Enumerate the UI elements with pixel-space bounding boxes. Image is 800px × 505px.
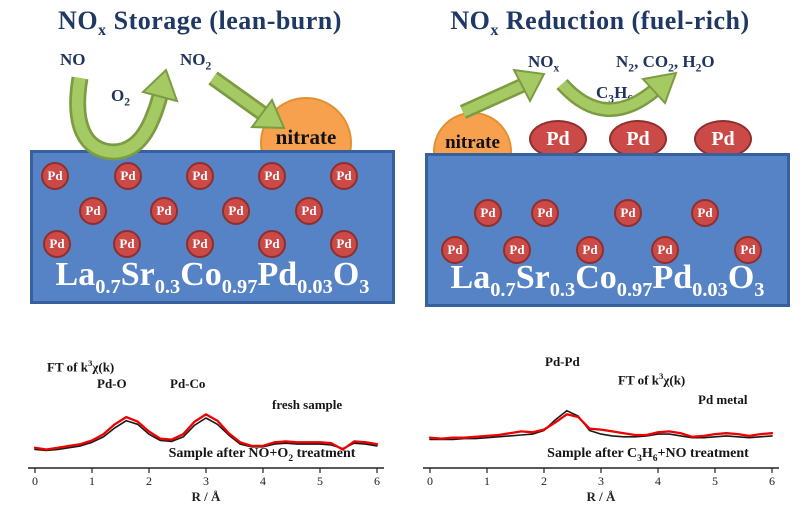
pd-dopant-particle: Pd	[734, 236, 762, 264]
peak-label-pd-o: Pd-O	[97, 376, 127, 391]
pd-dopant-particle: Pd	[113, 230, 141, 258]
x-axis-label: R / Å	[587, 489, 617, 504]
pd-dopant-particle: Pd	[441, 236, 469, 264]
x-tick: 0	[427, 474, 433, 488]
pd-dopant-particle: Pd	[531, 199, 559, 227]
pd-dopant-particle: Pd	[150, 197, 178, 225]
perovskite-formula: La0.7Sr0.3Co0.97Pd0.03O3	[55, 255, 370, 298]
reference-curve-label: Pd metal	[698, 392, 748, 407]
pd-dopant-particle: Pd	[186, 162, 214, 190]
pd-dopant-particle: Pd	[41, 162, 69, 190]
right-panel-title: NOx Reduction (fuel-rich)	[450, 6, 750, 40]
x-tick: 4	[260, 474, 266, 488]
pd-dopant-particle: Pd	[258, 162, 286, 190]
pd-dopant-particle: Pd	[295, 197, 323, 225]
peak-label-pd-co: Pd-Co	[170, 376, 206, 391]
pd-dopant-particle: Pd	[258, 230, 286, 258]
pd-dopant-particle: Pd	[114, 162, 142, 190]
pd-dopant-particle: Pd	[651, 236, 679, 264]
label-no-in: NO	[60, 50, 86, 69]
exafs-chart-rich: 0 1 2 3 4 5 6 R / Å	[423, 409, 779, 504]
x-tick: 0	[32, 474, 38, 488]
pd-dopant-particle: Pd	[614, 199, 642, 227]
label-nox-release: NOx	[528, 52, 560, 75]
peak-label-pd-pd: Pd-Pd	[545, 354, 580, 369]
x-tick: 5	[712, 474, 718, 488]
nitrate-label: nitrate	[445, 132, 500, 153]
x-tick: 1	[89, 474, 95, 488]
x-tick: 6	[374, 474, 380, 488]
perovskite-formula: La0.7Sr0.3Co0.97Pd0.03O3	[450, 258, 765, 301]
x-tick: 2	[541, 474, 547, 488]
exafs-weighting-label: FT of k3χ(k)	[47, 358, 115, 375]
surface-pd-particle: Pd	[529, 120, 587, 158]
no-adsorption-arrow	[69, 68, 179, 161]
sample-caption-lean: Sample after NO+O2 treatment	[168, 446, 356, 464]
pd-dopant-particle: Pd	[330, 162, 358, 190]
nitrate-label: nitrate	[275, 125, 337, 149]
treated-sample-curve	[428, 413, 774, 440]
pd-dopant-particle: Pd	[691, 199, 719, 227]
nitrate-decomposition-arrow	[459, 68, 546, 119]
surface-pd-particle: Pd	[694, 120, 752, 158]
fresh-sample-curve	[34, 417, 378, 452]
label-n2-co2-h2o: N2, CO2, H2O	[616, 52, 715, 75]
x-tick: 1	[484, 474, 490, 488]
x-tick: 5	[317, 474, 323, 488]
x-axis-label: R / Å	[192, 489, 222, 504]
pd-metal-reference-curve	[429, 409, 773, 441]
x-tick: 2	[146, 474, 152, 488]
perovskite-slab-right: La0.7Sr0.3Co0.97Pd0.03O3	[425, 153, 790, 307]
pd-dopant-particle: Pd	[503, 236, 531, 264]
treated-sample-curve	[33, 413, 379, 451]
label-c3h6: C3H6	[596, 83, 634, 106]
exafs-chart-lean: 0 1 2 3 4 5 6 R / Å	[28, 413, 384, 504]
pd-dopant-particle: Pd	[222, 197, 250, 225]
reference-curve-label: fresh sample	[272, 397, 343, 412]
exafs-weighting-label: FT of k3χ(k)	[618, 371, 686, 388]
sample-caption-rich: Sample after C3H6+NO treatment	[547, 446, 749, 464]
pd-dopant-particle: Pd	[330, 230, 358, 258]
x-tick: 3	[203, 474, 209, 488]
x-tick: 6	[769, 474, 775, 488]
label-o2: O2	[111, 86, 131, 109]
x-tick: 4	[655, 474, 661, 488]
pd-dopant-particle: Pd	[576, 236, 604, 264]
pd-dopant-particle: Pd	[79, 197, 107, 225]
pd-dopant-particle: Pd	[474, 199, 502, 227]
label-no2-out: NO2	[180, 50, 212, 73]
left-panel-title: NOx Storage (lean-burn)	[58, 6, 342, 40]
pd-dopant-particle: Pd	[186, 230, 214, 258]
pd-dopant-particle: Pd	[43, 230, 71, 258]
x-tick: 3	[598, 474, 604, 488]
